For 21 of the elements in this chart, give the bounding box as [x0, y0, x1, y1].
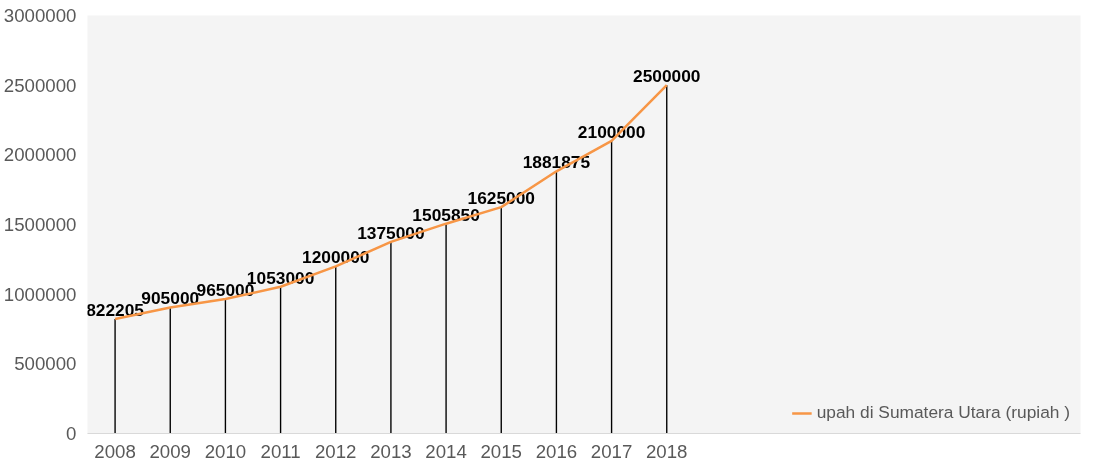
- x-tick-label: 2010: [204, 440, 247, 462]
- x-tick-label: 2013: [370, 440, 412, 462]
- data-label: 1375000: [357, 222, 425, 243]
- y-tick-label: 1500000: [3, 214, 77, 235]
- legend-label: upah di Sumatera Utara (rupiah ): [816, 402, 1070, 423]
- y-tick-label: 2000000: [3, 144, 77, 166]
- data-label: 2500000: [633, 66, 701, 87]
- y-tick-label: 0: [66, 423, 77, 444]
- x-tick-label: 2014: [425, 440, 467, 462]
- x-tick-label: 2009: [149, 440, 192, 462]
- y-tick-label: 500000: [14, 353, 77, 375]
- x-tick-label: 2015: [480, 440, 523, 462]
- x-tick-label: 2017: [590, 440, 633, 462]
- x-tick-label: 2008: [94, 440, 136, 462]
- x-tick-label: 2018: [646, 440, 688, 462]
- x-tick-label: 2016: [535, 440, 578, 462]
- x-tick-label: 2011: [260, 440, 301, 462]
- y-tick-label: 2500000: [3, 74, 77, 96]
- y-tick-label: 3000000: [3, 5, 77, 26]
- x-tick-label: 2012: [315, 440, 357, 462]
- y-tick-label: 1000000: [3, 283, 77, 305]
